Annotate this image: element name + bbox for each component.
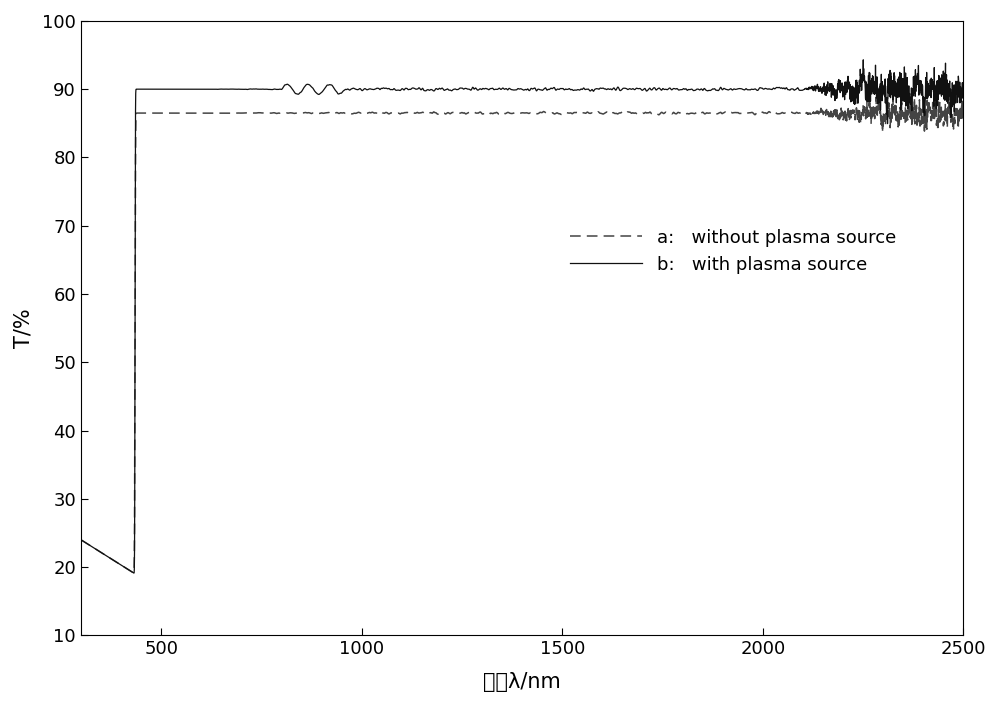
a:   without plasma source: (431, 19.2): without plasma source: (431, 19.2) — [128, 568, 140, 577]
b:   with plasma source: (382, 21): with plasma source: (382, 21) — [108, 556, 120, 565]
X-axis label: 波长λ/nm: 波长λ/nm — [483, 672, 561, 692]
Line: a:   without plasma source: a: without plasma source — [81, 97, 963, 573]
Line: b:   with plasma source: b: with plasma source — [81, 60, 963, 573]
a:   without plasma source: (2.38e+03, 88.8): without plasma source: (2.38e+03, 88.8) — [908, 93, 920, 102]
a:   without plasma source: (758, 86.5): without plasma source: (758, 86.5) — [259, 109, 271, 117]
Y-axis label: T/%: T/% — [14, 309, 34, 348]
a:   without plasma source: (1.11e+03, 86.6): without plasma source: (1.11e+03, 86.6) — [401, 108, 413, 116]
b:   with plasma source: (2.25e+03, 94.3): with plasma source: (2.25e+03, 94.3) — [857, 56, 869, 64]
a:   without plasma source: (2.5e+03, 87.1): without plasma source: (2.5e+03, 87.1) — [957, 104, 969, 113]
Legend: a:   without plasma source, b:   with plasma source: a: without plasma source, b: with plasma… — [555, 214, 910, 288]
a:   without plasma source: (300, 24): without plasma source: (300, 24) — [75, 536, 87, 544]
b:   with plasma source: (346, 22.3): with plasma source: (346, 22.3) — [93, 547, 105, 556]
b:   with plasma source: (830, 89.7): with plasma source: (830, 89.7) — [288, 87, 300, 95]
b:   with plasma source: (2.5e+03, 90.1): with plasma source: (2.5e+03, 90.1) — [957, 84, 969, 92]
a:   without plasma source: (1.04e+03, 86.5): without plasma source: (1.04e+03, 86.5) — [373, 109, 385, 117]
b:   with plasma source: (432, 19.1): with plasma source: (432, 19.1) — [128, 569, 140, 578]
b:   with plasma source: (300, 24): with plasma source: (300, 24) — [75, 536, 87, 544]
a:   without plasma source: (382, 21): without plasma source: (382, 21) — [108, 556, 120, 565]
b:   with plasma source: (1.04e+03, 90.1): with plasma source: (1.04e+03, 90.1) — [373, 84, 385, 92]
a:   without plasma source: (346, 22.3): without plasma source: (346, 22.3) — [93, 547, 105, 556]
a:   without plasma source: (830, 86.5): without plasma source: (830, 86.5) — [288, 109, 300, 117]
b:   with plasma source: (758, 90): with plasma source: (758, 90) — [259, 85, 271, 93]
b:   with plasma source: (1.11e+03, 90.1): with plasma source: (1.11e+03, 90.1) — [401, 84, 413, 92]
